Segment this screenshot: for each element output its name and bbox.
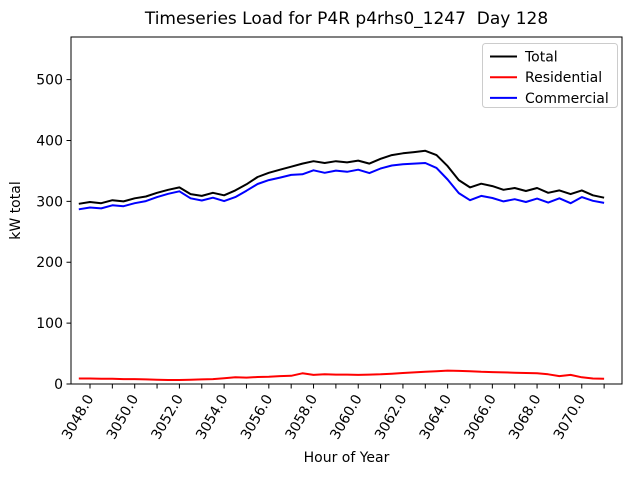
legend-box <box>482 43 618 108</box>
legend-label-total: Total <box>524 50 558 66</box>
x-tick-label: 3062.0 <box>372 392 410 442</box>
series-total-line <box>78 149 605 205</box>
x-tick-label: 3060.0 <box>327 392 365 442</box>
x-tick-label: 3056.0 <box>238 392 276 442</box>
x-tick-label: 3068.0 <box>506 392 544 442</box>
y-tick-label: 400 <box>36 133 63 149</box>
y-tick-label: 0 <box>54 377 63 393</box>
chart-title: Timeseries Load for P4R p4rhs0_1247 Day … <box>144 9 549 29</box>
legend-label-commercial: Commercial <box>525 91 609 107</box>
x-axis-label: Hour of Year <box>304 450 390 466</box>
series-residential-line <box>78 369 605 381</box>
x-tick-label: 3050.0 <box>104 392 142 442</box>
x-tick-label: 3054.0 <box>193 392 231 442</box>
x-tick-label: 3058.0 <box>283 392 321 442</box>
y-tick-label: 200 <box>36 255 63 271</box>
y-axis-label: kW total <box>8 181 24 239</box>
axes-frame <box>70 36 623 385</box>
x-tick-label: 3070.0 <box>551 392 589 442</box>
x-tick-label: 3048.0 <box>59 392 97 442</box>
y-tick-label: 100 <box>36 316 63 332</box>
x-tick-label: 3052.0 <box>149 392 187 442</box>
x-tick-label: 3064.0 <box>417 392 455 442</box>
legend-label-residential: Residential <box>525 70 602 86</box>
series-commercial-line <box>78 162 605 211</box>
y-tick-label: 500 <box>36 73 63 89</box>
x-tick-label: 3066.0 <box>461 392 499 442</box>
y-tick-label: 300 <box>36 194 63 210</box>
